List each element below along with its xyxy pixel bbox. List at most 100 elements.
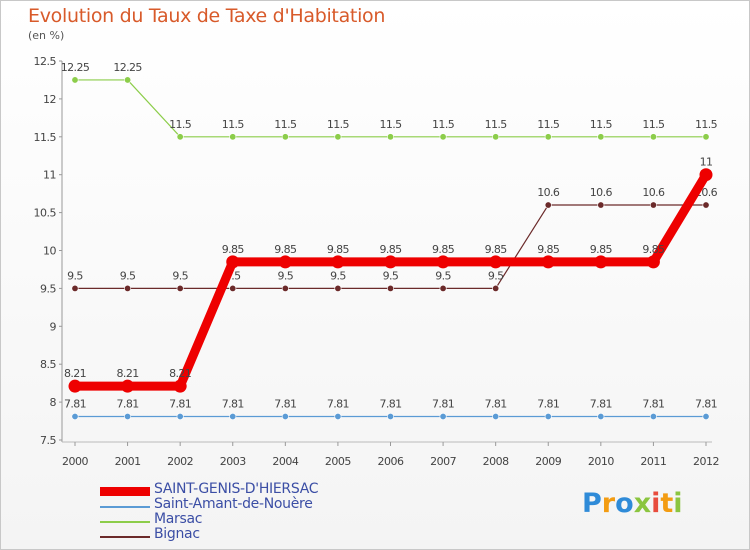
legend-label: Bignac: [154, 526, 200, 542]
data-point: [71, 284, 79, 292]
data-label: 10.6: [590, 186, 613, 199]
data-label: 9.5: [67, 269, 83, 282]
data-label: 9.85: [537, 243, 560, 256]
data-point: [334, 133, 342, 141]
data-point: [281, 133, 289, 141]
data-point: [649, 413, 657, 421]
data-label: 9.85: [642, 243, 665, 256]
data-label: 9.5: [277, 269, 293, 282]
data-label: 7.81: [590, 398, 612, 411]
x-tick-label: 2001: [115, 455, 141, 468]
data-label: 11.5: [695, 118, 718, 131]
data-point: [331, 255, 345, 269]
logo-letter: i: [673, 488, 683, 519]
legend-label: Saint-Amant-de-Nouère: [154, 496, 313, 512]
data-point: [489, 255, 503, 269]
chart-subtitle: (en %): [28, 29, 65, 42]
data-point: [646, 255, 660, 269]
y-tick-label: 9.5: [40, 282, 56, 295]
data-label: 7.81: [695, 398, 717, 411]
data-point: [436, 255, 450, 269]
logo-letter: P: [582, 488, 602, 519]
data-point: [386, 284, 394, 292]
data-label: 11.5: [590, 118, 613, 131]
data-label: 10.6: [537, 186, 560, 199]
data-point: [544, 413, 552, 421]
data-point: [334, 413, 342, 421]
data-label: 8.21: [64, 367, 86, 380]
data-label: 9.85: [379, 243, 402, 256]
data-point: [384, 255, 397, 269]
data-point: [176, 284, 184, 292]
data-label: 9.85: [432, 243, 455, 256]
data-point: [124, 413, 132, 421]
legend-label: SAINT-GENIS-D'HIERSAC: [154, 481, 319, 497]
data-point: [121, 379, 135, 393]
data-label: 11.5: [222, 118, 245, 131]
data-point: [68, 379, 82, 393]
data-label: 12.25: [113, 61, 142, 74]
y-tick-label: 10: [43, 245, 56, 258]
data-label: 11.5: [169, 118, 192, 131]
y-tick-label: 8.5: [40, 358, 56, 371]
data-point: [71, 413, 79, 421]
data-label: 9.5: [435, 269, 451, 282]
x-tick-label: 2010: [588, 455, 614, 468]
data-point: [492, 133, 500, 141]
y-tick-label: 12: [43, 93, 56, 106]
data-label: 9.85: [327, 243, 350, 256]
data-point: [124, 284, 132, 292]
data-point: [176, 133, 184, 141]
x-tick-label: 2008: [483, 455, 509, 468]
data-label: 9.85: [590, 243, 613, 256]
x-tick-label: 2003: [220, 455, 246, 468]
data-point: [597, 201, 605, 209]
data-label: 9.5: [383, 269, 399, 282]
y-tick-label: 7.5: [40, 434, 56, 447]
logo-letter: i: [651, 488, 661, 519]
data-point: [702, 201, 710, 209]
data-point: [594, 255, 608, 269]
data-label: 7.81: [642, 398, 664, 411]
data-label: 9.5: [330, 269, 346, 282]
data-point: [702, 413, 710, 421]
data-label: 8.21: [169, 367, 191, 380]
legend-swatch: [100, 506, 150, 508]
data-label: 11.5: [485, 118, 508, 131]
data-label: 9.85: [485, 243, 508, 256]
y-tick-label: 11: [43, 169, 56, 182]
legend-swatch: [100, 487, 150, 496]
x-tick-label: 2000: [62, 455, 88, 468]
data-label: 9.85: [222, 243, 245, 256]
data-label: 9.5: [172, 269, 188, 282]
y-tick-label: 8: [50, 396, 57, 409]
logo-letter: o: [615, 488, 634, 519]
data-point: [386, 413, 394, 421]
data-point: [702, 133, 710, 141]
data-label: 8.21: [117, 367, 139, 380]
data-label: 11.5: [642, 118, 665, 131]
data-point: [229, 413, 237, 421]
data-label: 7.81: [327, 398, 349, 411]
legend-swatch: [100, 536, 150, 538]
data-label: 11.5: [274, 118, 297, 131]
data-point: [492, 413, 500, 421]
x-tick-label: 2005: [325, 455, 351, 468]
data-point: [544, 201, 552, 209]
data-label: 11.5: [327, 118, 350, 131]
y-tick-label: 10.5: [34, 207, 57, 220]
data-point: [386, 133, 394, 141]
data-label: 7.81: [432, 398, 454, 411]
logo-letter: x: [633, 488, 652, 519]
x-tick-label: 2004: [272, 455, 298, 468]
data-label: 9.5: [120, 269, 136, 282]
data-point: [281, 413, 289, 421]
data-label: 11.5: [379, 118, 402, 131]
proxiti-logo: Proxiti: [582, 488, 683, 519]
data-point: [597, 133, 605, 141]
logo-letter: r: [601, 488, 616, 519]
data-point: [699, 168, 713, 182]
x-tick-label: 2007: [430, 455, 456, 468]
data-point: [278, 255, 292, 269]
